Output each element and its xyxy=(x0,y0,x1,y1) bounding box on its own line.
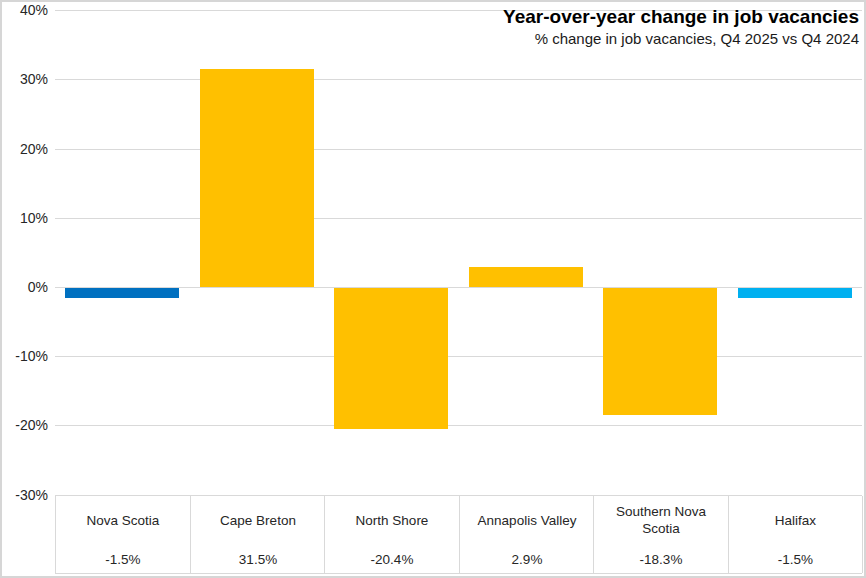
bar-annapolis-valley[interactable] xyxy=(469,267,583,287)
chart-subtitle: % change in job vacancies, Q4 2025 vs Q4… xyxy=(503,29,859,49)
category-cell-4: Annapolis Valley 2.9% xyxy=(459,496,594,573)
category-label: Nova Scotia xyxy=(59,503,187,539)
bar-halifax[interactable] xyxy=(738,288,852,298)
y-axis-tick-label: 0% xyxy=(2,280,48,294)
bar-southern-nova-scotia[interactable] xyxy=(603,288,717,415)
category-value-label: 31.5% xyxy=(194,552,322,567)
y-axis-tick-label: 10% xyxy=(2,211,48,225)
gridline--10 xyxy=(55,356,862,357)
category-value-label: -1.5% xyxy=(59,552,187,567)
category-cell-5: Southern Nova Scotia -18.3% xyxy=(593,496,728,573)
table-bottom-line xyxy=(55,573,862,574)
category-label: Halifax xyxy=(732,503,859,539)
category-value-label: -1.5% xyxy=(732,552,859,567)
category-cell-3: North Shore -20.4% xyxy=(324,496,459,573)
gridline-10 xyxy=(55,218,862,219)
gridline--20 xyxy=(55,425,862,426)
category-value-label: -20.4% xyxy=(328,552,456,567)
y-axis-tick-label: 20% xyxy=(2,142,48,156)
category-label: Annapolis Valley xyxy=(463,503,591,539)
category-label: Cape Breton xyxy=(194,503,322,539)
category-value-label: -18.3% xyxy=(597,552,725,567)
gridline-20 xyxy=(55,149,862,150)
y-axis-tick-label: 40% xyxy=(2,3,48,17)
gridline-30 xyxy=(55,79,862,80)
category-value-label: 2.9% xyxy=(463,552,591,567)
category-cell-1: Nova Scotia -1.5% xyxy=(55,496,190,573)
chart-title-block: Year-over-year change in job vacancies %… xyxy=(503,5,859,48)
chart-title: Year-over-year change in job vacancies xyxy=(503,5,859,29)
category-cell-2: Cape Breton 31.5% xyxy=(190,496,325,573)
bar-cape-breton[interactable] xyxy=(200,69,314,287)
bar-nova-scotia[interactable] xyxy=(65,288,179,298)
chart-container: 40% 30% 20% 10% 0% -10% -20% -30% Year-over-yea… xyxy=(0,0,866,578)
y-axis-tick-label: -10% xyxy=(2,349,48,363)
y-axis-tick-label: -20% xyxy=(2,418,48,432)
y-axis-tick-label: 30% xyxy=(2,72,48,86)
bar-north-shore[interactable] xyxy=(334,288,448,429)
y-axis-tick-label: -30% xyxy=(2,488,48,502)
category-label: Southern Nova Scotia xyxy=(597,503,725,539)
category-label: North Shore xyxy=(328,503,456,539)
category-cell-6: Halifax -1.5% xyxy=(728,496,863,573)
